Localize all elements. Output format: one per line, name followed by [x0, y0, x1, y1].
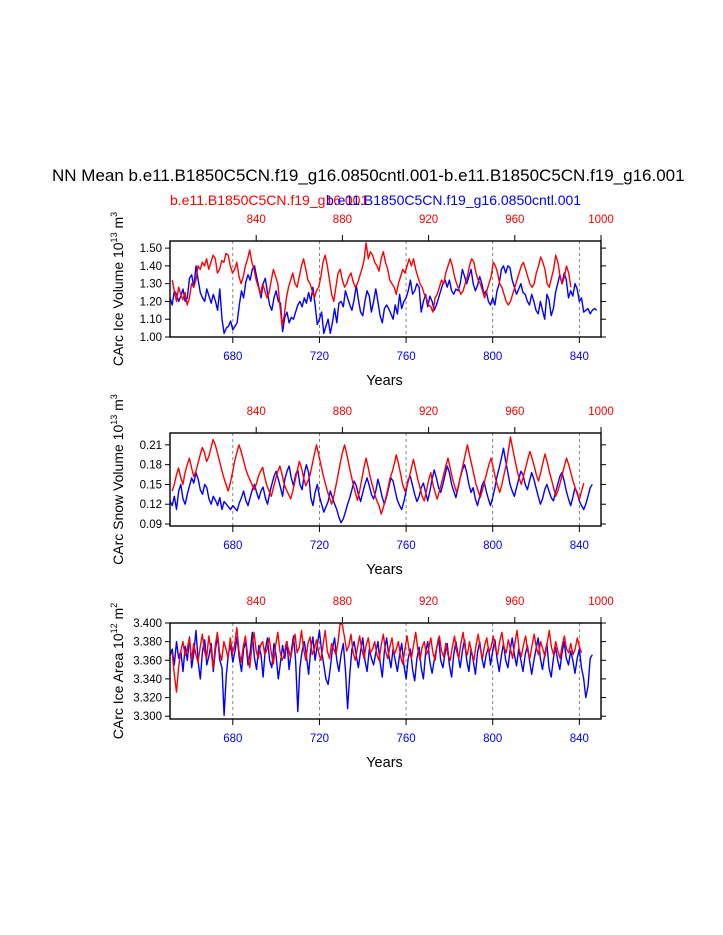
- series-line-red: [171, 436, 585, 515]
- x-tick-label-bottom: 840: [570, 351, 589, 363]
- x-tick-label-bottom: 760: [396, 733, 415, 745]
- y-tick-label: 1.10: [140, 314, 162, 326]
- plot-frame: [169, 240, 602, 338]
- y-axis-label: CArc Ice Area 1012 m2: [109, 603, 126, 739]
- x-tick-label-top: 840: [247, 214, 266, 226]
- series-line-blue: [170, 629, 593, 716]
- figure-title: NN Mean b.e11.B1850C5CN.f19_g16.0850cntl…: [52, 166, 685, 185]
- x-tick-label-top: 880: [333, 596, 352, 608]
- x-axis-label: Years: [366, 373, 403, 389]
- y-tick-label: 1.20: [140, 296, 162, 308]
- y-tick-label: 3.400: [133, 618, 162, 630]
- x-tick-label-top: 880: [333, 214, 352, 226]
- x-tick-label-bottom: 840: [570, 733, 589, 745]
- x-tick-label-top: 1000: [588, 596, 614, 608]
- x-tick-label-top: 960: [505, 214, 524, 226]
- x-tick-label-bottom: 800: [483, 540, 502, 552]
- x-tick-label-top: 840: [247, 406, 266, 418]
- y-axis-label: CArc Snow Volume 1013 m3: [109, 394, 126, 565]
- y-tick-label: 3.340: [133, 674, 162, 686]
- subtitle-blue: b.e11.B1850C5CN.f19_g16.0850cntl.001: [326, 192, 581, 208]
- y-tick-label: 0.12: [140, 499, 162, 511]
- x-axis-label: Years: [366, 562, 403, 578]
- x-tick-label-top: 920: [419, 596, 438, 608]
- x-tick-label-bottom: 720: [310, 351, 329, 363]
- x-axis-label: Years: [366, 755, 403, 771]
- x-tick-label-bottom: 720: [310, 733, 329, 745]
- x-tick-label-top: 840: [247, 596, 266, 608]
- plot-frame: [169, 432, 602, 527]
- y-tick-label: 3.320: [133, 693, 162, 705]
- x-tick-label-top: 880: [333, 406, 352, 418]
- x-tick-label-top: 960: [505, 596, 524, 608]
- subtitle-red: b.e11.B1850C5CN.f19_g16.001: [170, 192, 368, 208]
- x-tick-label-top: 960: [505, 406, 524, 418]
- y-tick-label: 0.09: [140, 519, 162, 531]
- x-tick-label-bottom: 680: [223, 351, 242, 363]
- y-tick-label: 1.50: [140, 243, 162, 255]
- panel-ice-area: 3.300 3.320 3.340 3.360 3.380 3.400 680 720 760 8…: [109, 596, 614, 771]
- x-tick-label-bottom: 800: [483, 733, 502, 745]
- panel-snow-volume: 0.09 0.12 0.15 0.18 0.21 680 720 760 800 840 840 88…: [109, 394, 614, 578]
- y-tick-label: 0.15: [140, 479, 162, 491]
- y-tick-label: 1.40: [140, 261, 162, 273]
- x-tick-label-top: 920: [419, 214, 438, 226]
- y-tick-label: 0.21: [140, 440, 162, 452]
- series-line-red: [171, 242, 572, 327]
- x-tick-label-bottom: 680: [223, 540, 242, 552]
- x-tick-label-top: 1000: [588, 214, 614, 226]
- x-tick-label-bottom: 800: [483, 351, 502, 363]
- y-axis-label: CArc Ice Volume 1013 m3: [109, 212, 126, 366]
- series-line-blue: [170, 265, 598, 335]
- x-tick-label-bottom: 840: [570, 540, 589, 552]
- y-tick-label: 0.18: [140, 460, 162, 472]
- panel-ice-volume: 1.00 1.10 1.20 1.30 1.40 1.50 680 720 760 800 840 8…: [109, 212, 614, 389]
- x-tick-label-bottom: 720: [310, 540, 329, 552]
- x-tick-label-bottom: 680: [223, 733, 242, 745]
- series-line-red: [171, 623, 583, 693]
- y-tick-label: 1.00: [140, 332, 162, 344]
- x-tick-label-bottom: 760: [396, 540, 415, 552]
- x-tick-label-top: 1000: [588, 406, 614, 418]
- x-tick-label-top: 920: [419, 406, 438, 418]
- y-tick-label: 3.300: [133, 711, 162, 723]
- y-tick-label: 1.30: [140, 279, 162, 291]
- plot-frame: [169, 622, 602, 720]
- series-line-blue: [170, 447, 593, 524]
- y-tick-label: 3.360: [133, 655, 162, 667]
- y-tick-label: 3.380: [133, 637, 162, 649]
- x-tick-label-bottom: 760: [396, 351, 415, 363]
